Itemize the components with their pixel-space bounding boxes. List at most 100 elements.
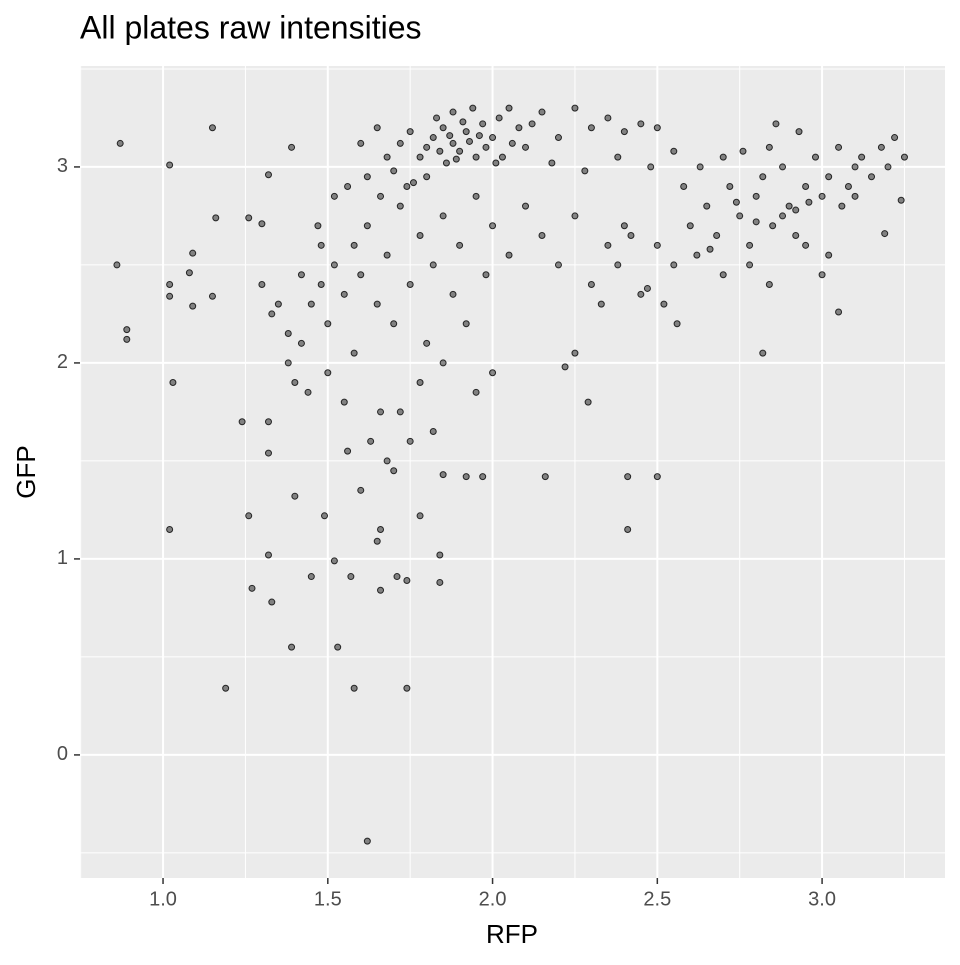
point <box>597 300 605 308</box>
point <box>442 159 450 167</box>
point <box>449 108 457 116</box>
x-tick-label: 1.5 <box>314 888 342 910</box>
point <box>479 120 487 128</box>
point <box>811 153 819 161</box>
point <box>268 310 276 318</box>
point <box>472 388 480 396</box>
point <box>779 212 787 220</box>
point <box>489 369 497 377</box>
point <box>330 261 338 269</box>
point <box>462 473 470 481</box>
point <box>548 159 556 167</box>
point <box>719 153 727 161</box>
point <box>706 245 714 253</box>
point <box>314 222 322 230</box>
point <box>383 457 391 465</box>
point <box>769 222 777 230</box>
point <box>390 467 398 475</box>
point <box>802 183 810 191</box>
point <box>185 269 193 277</box>
point <box>802 241 810 249</box>
point <box>653 124 661 132</box>
point <box>166 281 174 289</box>
point <box>429 261 437 269</box>
point <box>245 512 253 520</box>
point <box>505 251 513 259</box>
point <box>495 114 503 122</box>
point <box>373 537 381 545</box>
point <box>637 290 645 298</box>
point <box>344 447 352 455</box>
point <box>373 300 381 308</box>
point <box>449 139 457 147</box>
point <box>166 161 174 169</box>
point <box>838 202 846 210</box>
point <box>264 171 272 179</box>
point <box>268 598 276 606</box>
point <box>212 214 220 222</box>
point <box>554 261 562 269</box>
point <box>189 249 197 257</box>
point <box>416 232 424 240</box>
point <box>317 241 325 249</box>
point <box>452 155 460 163</box>
point <box>528 120 536 128</box>
point <box>653 473 661 481</box>
point <box>423 173 431 181</box>
point <box>835 143 843 151</box>
point <box>245 214 253 222</box>
point <box>439 212 447 220</box>
point <box>377 526 385 534</box>
point <box>222 684 230 692</box>
point <box>393 573 401 581</box>
point <box>587 281 595 289</box>
point <box>479 473 487 481</box>
point <box>538 108 546 116</box>
point <box>746 241 754 249</box>
point <box>614 261 622 269</box>
point <box>123 335 131 343</box>
point <box>317 281 325 289</box>
point <box>825 173 833 181</box>
point <box>208 124 216 132</box>
point <box>489 222 497 230</box>
point <box>377 586 385 594</box>
point <box>785 202 793 210</box>
point <box>307 300 315 308</box>
point <box>347 573 355 581</box>
point <box>726 183 734 191</box>
point <box>489 134 497 142</box>
point <box>884 163 892 171</box>
point <box>792 232 800 240</box>
point <box>288 643 296 651</box>
x-tick-label: 1.0 <box>149 888 177 910</box>
y-tick-label: 3 <box>57 155 68 177</box>
point <box>584 398 592 406</box>
point <box>620 128 628 136</box>
point <box>637 120 645 128</box>
panel <box>80 66 945 878</box>
point <box>390 167 398 175</box>
point <box>416 153 424 161</box>
point <box>248 584 256 592</box>
point <box>465 137 473 145</box>
point <box>805 198 813 206</box>
point <box>554 134 562 142</box>
point <box>459 118 467 126</box>
point <box>825 251 833 259</box>
point <box>321 512 329 520</box>
point <box>304 388 312 396</box>
point <box>264 449 272 457</box>
point <box>330 192 338 200</box>
point <box>406 128 414 136</box>
point <box>624 473 632 481</box>
point <box>719 271 727 279</box>
point <box>844 183 852 191</box>
point <box>508 139 516 147</box>
point <box>851 163 859 171</box>
point <box>620 222 628 230</box>
point <box>373 124 381 132</box>
point <box>238 418 246 426</box>
x-tick-label: 2.5 <box>643 888 671 910</box>
